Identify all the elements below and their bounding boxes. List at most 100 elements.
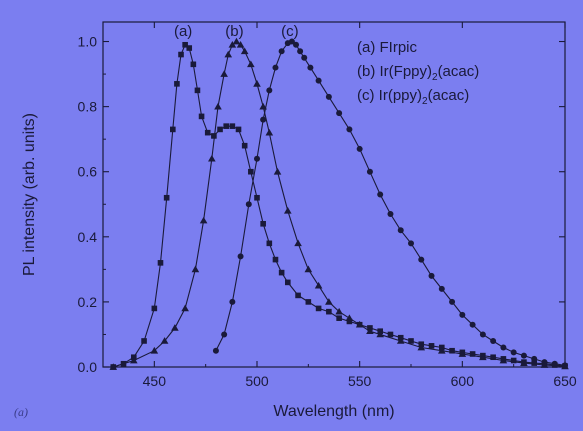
x-tick-label: 450 bbox=[143, 373, 167, 389]
x-tick-label: 550 bbox=[348, 373, 372, 389]
data-point-triangle bbox=[265, 128, 274, 136]
panel-label: (a) bbox=[14, 405, 28, 419]
data-point-circle bbox=[387, 211, 394, 218]
data-point-circle bbox=[288, 38, 295, 45]
legend-text-part: (c) Ir(ppy) bbox=[357, 87, 422, 104]
data-point-square bbox=[260, 220, 266, 227]
data-point-triangle bbox=[259, 102, 267, 110]
data-point-square bbox=[254, 194, 260, 201]
data-point-circle bbox=[245, 201, 252, 208]
axis-ticks: 450 500 550 600 650 0.0 0.2 0.4 0.6 0.8 1.0 bbox=[78, 22, 577, 389]
series-line-1 bbox=[113, 40, 566, 368]
data-point-circle bbox=[510, 349, 517, 356]
data-point-triangle bbox=[438, 346, 446, 354]
data-point-circle bbox=[301, 54, 308, 61]
data-point-square bbox=[387, 331, 394, 338]
data-point-triangle bbox=[109, 363, 118, 370]
data-point-circle bbox=[221, 331, 228, 338]
data-point-triangle bbox=[294, 239, 302, 247]
data-point-circle bbox=[293, 41, 300, 48]
data-point-square bbox=[223, 123, 229, 129]
data-point-triangle bbox=[458, 350, 467, 357]
data-point-square bbox=[469, 351, 476, 357]
data-point-square bbox=[194, 87, 201, 94]
data-point-triangle bbox=[228, 40, 237, 48]
data-point-triangle bbox=[520, 359, 528, 366]
y-tick-label: 0.6 bbox=[78, 164, 98, 180]
data-point-square bbox=[295, 292, 301, 299]
data-point-circle bbox=[260, 116, 267, 123]
data-point-square bbox=[241, 142, 248, 149]
data-point-triangle bbox=[247, 60, 255, 68]
data-point-triangle bbox=[191, 265, 200, 273]
legend-entry-0: (a) FIrpic bbox=[357, 39, 418, 56]
data-point-circle bbox=[278, 48, 285, 55]
curve-tag-0: (a) bbox=[174, 23, 192, 40]
data-point-square bbox=[174, 81, 180, 87]
x-axis-label: Wavelength (nm) bbox=[273, 403, 394, 420]
data-point-triangle bbox=[417, 343, 426, 351]
data-point-triangle bbox=[355, 320, 364, 328]
data-point-triangle bbox=[284, 206, 292, 214]
legend-text-part: (a) FIrpic bbox=[357, 39, 418, 56]
data-point-square bbox=[229, 123, 236, 129]
data-point-square bbox=[428, 343, 435, 349]
data-point-square bbox=[186, 45, 193, 51]
legend-entry-1: (b) Ir(Fppy)2(acac) bbox=[357, 63, 479, 83]
data-point-triangle bbox=[232, 37, 241, 45]
data-point-square bbox=[190, 61, 197, 68]
data-point-circle bbox=[237, 253, 244, 260]
data-point-circle bbox=[356, 145, 363, 152]
legend-text-part: (acac) bbox=[428, 87, 470, 104]
data-point-circle bbox=[459, 311, 466, 318]
data-point-triangle bbox=[253, 80, 261, 87]
data-point-circle bbox=[315, 77, 322, 84]
data-point-square bbox=[266, 240, 273, 247]
data-point-circle bbox=[500, 344, 507, 351]
data-point-triangle bbox=[335, 307, 343, 315]
data-point-square bbox=[408, 338, 414, 344]
data-point-circle bbox=[272, 64, 279, 71]
data-point-square bbox=[235, 126, 242, 133]
data-point-circle bbox=[520, 352, 527, 359]
data-point-square bbox=[141, 338, 147, 344]
data-point-circle bbox=[479, 331, 486, 338]
curve-tag-1: (b) bbox=[225, 23, 243, 40]
y-tick-label: 0.4 bbox=[78, 229, 98, 245]
data-point-square bbox=[198, 113, 205, 120]
legend-entry-2: (c) Ir(ppy)2(acac) bbox=[357, 87, 469, 107]
data-point-triangle bbox=[325, 298, 333, 305]
data-point-triangle bbox=[150, 346, 159, 354]
data-point-circle bbox=[469, 321, 476, 328]
data-point-circle bbox=[346, 126, 353, 133]
data-point-square bbox=[217, 126, 223, 133]
data-point-square bbox=[336, 315, 342, 321]
x-tick-label: 650 bbox=[553, 373, 577, 389]
data-point-triangle bbox=[220, 70, 228, 77]
data-point-circle bbox=[325, 93, 332, 100]
data-point-circle bbox=[490, 337, 497, 344]
data-point-square bbox=[182, 41, 188, 48]
data-point-square bbox=[151, 305, 158, 312]
legend: (a) FIrpic (b) Ir(Fppy)2(acac) (c) Ir(ppy)… bbox=[357, 39, 479, 107]
data-point-triangle bbox=[273, 167, 282, 175]
plot-curves bbox=[109, 37, 569, 370]
data-point-square bbox=[157, 260, 164, 266]
data-point-triangle bbox=[479, 353, 487, 361]
y-tick-label: 0.8 bbox=[78, 99, 98, 115]
data-point-triangle bbox=[366, 327, 374, 335]
data-point-square bbox=[248, 168, 254, 175]
y-axis-label: PL intensity (arb. units) bbox=[21, 113, 38, 276]
data-point-triangle bbox=[224, 50, 233, 58]
data-point-circle bbox=[307, 64, 314, 71]
y-tick-label: 0.0 bbox=[78, 359, 98, 375]
data-point-triangle bbox=[376, 330, 384, 338]
data-point-circle bbox=[212, 347, 219, 354]
data-point-triangle bbox=[160, 337, 169, 344]
data-point-triangle bbox=[199, 216, 208, 224]
data-point-circle bbox=[336, 110, 343, 117]
data-point-triangle bbox=[214, 102, 222, 110]
data-point-square bbox=[163, 194, 170, 201]
